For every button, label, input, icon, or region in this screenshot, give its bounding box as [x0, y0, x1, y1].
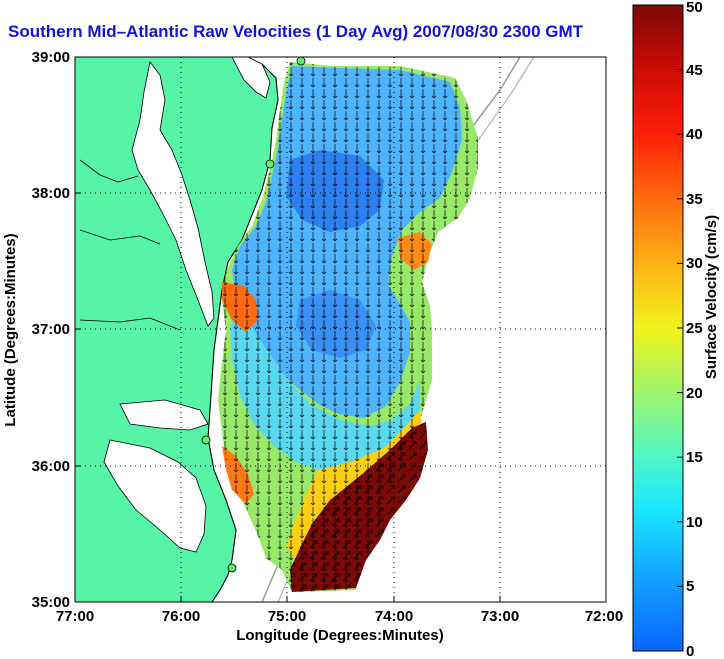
- radar-station-marker: [227, 563, 237, 573]
- delaware-bay: [231, 57, 271, 99]
- colorbar-tick-label: 40: [686, 126, 703, 143]
- colorbar-scale: [632, 4, 684, 652]
- colorbar-tick-label: 35: [686, 191, 703, 208]
- colorbar-tick-label: 20: [686, 385, 703, 402]
- colorbar: 0 5 10 15 20 25 30 35 40 45 50 Surface V…: [632, 0, 720, 659]
- grid-lines: [75, 57, 606, 602]
- x-tick-label: 76:00: [162, 608, 200, 625]
- x-tick-label: 72:00: [585, 608, 623, 625]
- x-tick-label: 73:00: [481, 608, 519, 625]
- coastline: [207, 63, 279, 602]
- colorbar-label: Surface Velocity (cm/s): [703, 215, 720, 379]
- potomac-river: [79, 159, 181, 331]
- colorbar-tick-label: 15: [686, 449, 703, 466]
- x-tick-label: 74:00: [375, 608, 413, 625]
- x-axis: 77:00 76:00 75:00 74:00 73:00 72:00 Long…: [56, 596, 623, 644]
- radar-station-marker: [265, 159, 275, 169]
- map-title: Southern Mid–Atlantic Raw Velocities (1 …: [8, 22, 584, 41]
- colorbar-tick-label: 50: [686, 0, 703, 16]
- x-tick-label: 77:00: [56, 608, 94, 625]
- y-tick-label: 36:00: [32, 458, 70, 475]
- albemarle-sound: [119, 399, 209, 431]
- colorbar-tick-label: 45: [686, 62, 703, 79]
- radar-station-marker: [296, 57, 306, 66]
- y-axis-label: Latitude (Degrees:Minutes): [2, 233, 19, 426]
- chesapeake-bay: [131, 61, 215, 327]
- radar-station-marker: [201, 435, 211, 445]
- x-axis-label: Longitude (Degrees:Minutes): [236, 627, 444, 644]
- plot-area: [75, 57, 606, 602]
- arrow-overlay: [218, 62, 478, 592]
- colorbar-tick-label: 10: [686, 514, 703, 531]
- arrow-overlay-jet: [290, 422, 428, 592]
- colorbar-tick-label: 0: [686, 643, 694, 659]
- colorbar-tick-label: 25: [686, 320, 703, 337]
- y-tick-label: 38:00: [32, 185, 70, 202]
- y-tick-label: 37:00: [32, 321, 70, 338]
- velocity-field: [218, 62, 478, 592]
- colorbar-tick-label: 5: [686, 578, 694, 595]
- y-tick-label: 35:00: [32, 594, 70, 611]
- y-axis: 39:00 38:00 37:00 36:00 35:00 Latitude (…: [2, 49, 81, 611]
- y-tick-label: 39:00: [32, 49, 70, 66]
- colorbar-tick-label: 30: [686, 255, 703, 272]
- x-tick-label: 75:00: [268, 608, 306, 625]
